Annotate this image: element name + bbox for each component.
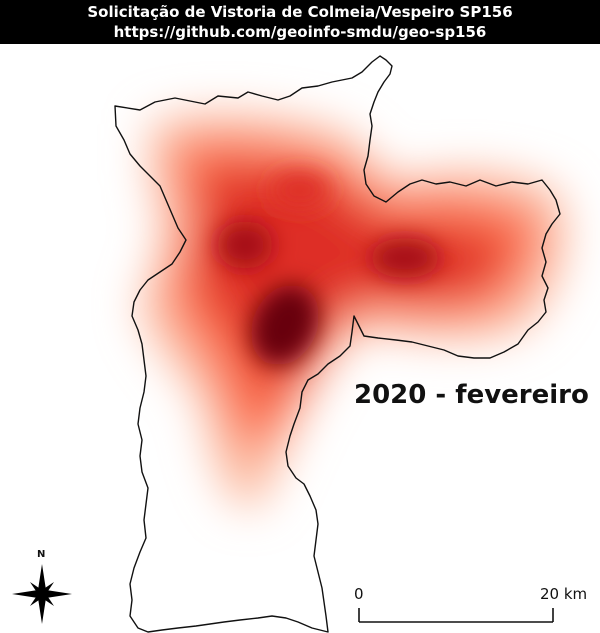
map-source-url: https://github.com/geoinfo-smdu/geo-sp15…: [113, 23, 487, 41]
hotspot-northwest: [217, 221, 273, 269]
municipality-boundary: [114, 55, 561, 633]
title-bar: Solicitação de Vistoria de Colmeia/Vespe…: [0, 0, 600, 44]
heatmap-layer: [140, 113, 567, 511]
scale-bar: [358, 608, 554, 623]
heatmap-core-layer: [217, 172, 440, 366]
map-canvas: [12, 55, 567, 633]
hotspot-east: [370, 238, 440, 278]
compass-sw-point: [30, 594, 42, 606]
compass-se-point: [42, 594, 54, 606]
compass-rose-icon: [12, 564, 72, 624]
compass-ne-point: [42, 582, 54, 594]
compass-west-point: [12, 590, 42, 598]
hotspot-center-south: [250, 284, 320, 366]
compass-east-point: [42, 590, 72, 598]
map-title: Solicitação de Vistoria de Colmeia/Vespe…: [87, 3, 513, 21]
north-label: N: [37, 549, 46, 560]
hotspot-north: [270, 172, 330, 208]
compass-nw-point: [30, 582, 42, 594]
scale-bar-end-label: 20 km: [540, 585, 588, 603]
compass-north-point: [38, 564, 46, 594]
period-label: 2020 - fevereiro: [354, 380, 589, 410]
compass-south-point: [38, 594, 46, 624]
scale-bar-start-label: 0: [354, 585, 364, 603]
